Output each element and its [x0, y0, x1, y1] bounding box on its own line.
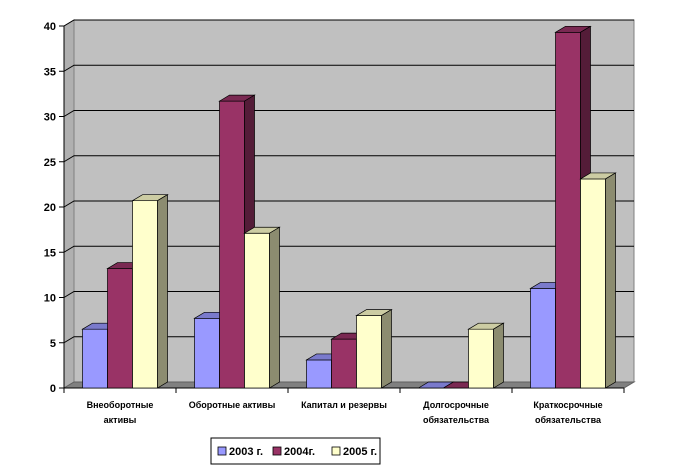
bar	[243, 226, 281, 389]
x-category-label: активы	[104, 415, 137, 425]
legend-swatch	[331, 446, 341, 456]
bar-front	[219, 100, 245, 389]
legend-label: 2003 г.	[229, 446, 263, 458]
x-category-label: обязательства	[535, 415, 602, 425]
gridlines	[63, 19, 634, 344]
y-gridline	[63, 155, 634, 163]
bar-front	[306, 359, 332, 389]
bar-front	[244, 232, 270, 389]
y-gridline	[63, 336, 634, 344]
bar	[467, 322, 505, 389]
bar-front	[331, 338, 357, 389]
x-category-label: Оборотные активы	[189, 400, 276, 410]
y-tick-label: 5	[50, 338, 56, 350]
y-gridline	[63, 245, 634, 253]
x-category-label: Краткосрочные	[533, 400, 602, 410]
legend-swatch	[272, 446, 282, 456]
x-category-label: Внеоборотные	[87, 400, 154, 410]
bar-front	[194, 317, 220, 389]
y-tick-label: 35	[44, 66, 56, 78]
bars	[81, 25, 617, 389]
bar-front	[555, 31, 581, 389]
x-category-label: Капитал и резервы	[301, 400, 387, 410]
y-gridline	[63, 64, 634, 72]
legend-label: 2004г.	[284, 446, 315, 458]
x-category-label: обязательства	[423, 415, 490, 425]
y-gridline	[63, 19, 634, 27]
legend-label: 2005 г.	[343, 446, 377, 458]
bar-side	[269, 226, 280, 389]
bar-side	[493, 322, 504, 389]
bar	[131, 194, 169, 389]
axis-labels: 0 5 10 15 20 25 30 35 40 Внеоборотные активы Оборот…	[44, 21, 603, 425]
y-tick-label: 20	[44, 202, 56, 214]
legend-swatch	[217, 446, 227, 456]
legend-box	[210, 437, 381, 465]
bar-side	[157, 194, 168, 389]
y-gridline	[63, 110, 634, 117]
legend: 2003 г. 2004г. 2005 г.	[210, 437, 381, 465]
bar-side	[605, 172, 616, 389]
y-tick-label: 15	[44, 247, 56, 259]
y-tick-label: 10	[44, 293, 56, 305]
y-gridline	[63, 200, 634, 208]
bar-front	[580, 178, 606, 389]
y-tick-label: 40	[44, 21, 56, 33]
y-tick-label: 0	[50, 383, 56, 395]
bar-front	[82, 328, 108, 389]
bar-front	[132, 200, 158, 389]
bar-front	[468, 328, 494, 389]
y-gridline	[63, 291, 634, 298]
y-tick-label: 25	[44, 157, 56, 169]
bar	[579, 172, 617, 389]
bar-front	[107, 268, 133, 389]
y-tick-label: 30	[44, 112, 56, 124]
bar	[355, 308, 393, 389]
x-category-label: Долгосрочные	[423, 400, 489, 410]
bar-front	[530, 288, 556, 389]
bar-front	[356, 315, 382, 389]
bar-side	[381, 308, 392, 389]
